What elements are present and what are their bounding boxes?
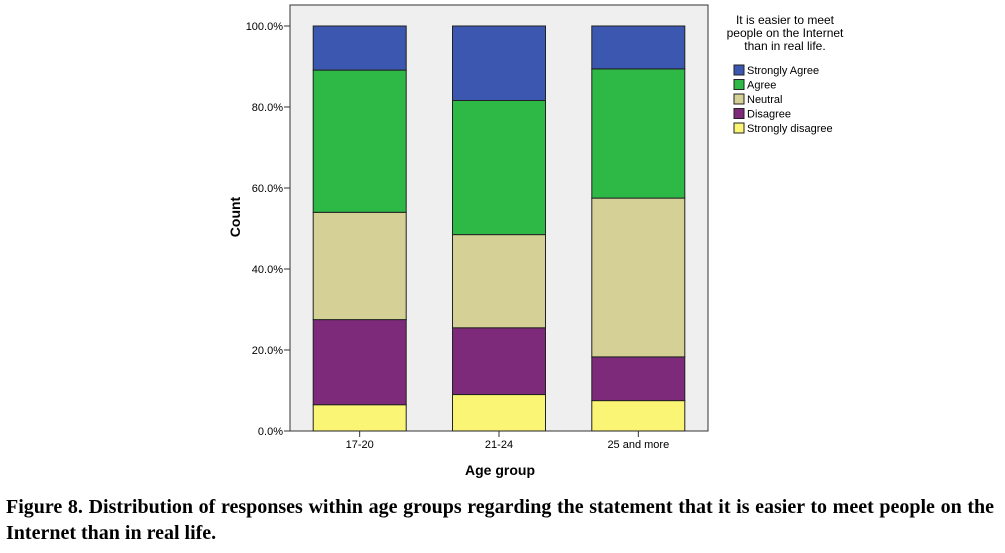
- bar-segment-agree-0: [312, 69, 407, 213]
- legend-swatch: [733, 64, 745, 76]
- x-tick-label: 21-24: [485, 439, 513, 451]
- legend-label: Disagree: [747, 109, 791, 121]
- y-axis: 0.0% 20.0% 40.0% 60.0% 80.0% 100.0%: [246, 21, 290, 438]
- x-tick-label: 25 and more: [607, 439, 669, 451]
- bar-segment-agree-2: [591, 68, 686, 199]
- legend-label: Strongly disagree: [747, 123, 833, 135]
- bar-segment-strongly-agree-2: [591, 25, 686, 70]
- y-tick-label: 100.0%: [246, 21, 284, 33]
- legend-label: Agree: [747, 80, 776, 92]
- bar-segment-agree-1: [452, 100, 546, 236]
- bar-segment-disagree-2: [591, 356, 686, 402]
- x-axis: 17-20 21-24 25 and more: [346, 431, 669, 451]
- legend-title: than in real life.: [744, 39, 825, 53]
- bar-segment-strongly-agree-0: [312, 25, 407, 71]
- y-tick-label: 0.0%: [258, 426, 283, 438]
- bar-segment-strongly-disagree-1: [452, 394, 546, 432]
- bar-segment-disagree-0: [312, 319, 407, 406]
- y-tick-label: 40.0%: [252, 264, 283, 276]
- bar-segment-disagree-1: [452, 327, 546, 396]
- bar-segment-strongly-disagree-2: [591, 400, 686, 432]
- y-tick-label: 60.0%: [252, 183, 283, 195]
- legend-swatch: [733, 122, 745, 134]
- figure-caption: Figure 8. Distribution of responses with…: [6, 496, 994, 544]
- y-tick-label: 80.0%: [252, 102, 283, 114]
- bar-segment-strongly-agree-1: [452, 25, 546, 101]
- bar-segment-neutral-2: [591, 197, 686, 358]
- bars-group: [312, 25, 686, 432]
- legend-swatch: [733, 108, 745, 119]
- legend-swatch: [733, 79, 745, 90]
- legend-label: Neutral: [747, 94, 782, 106]
- y-axis-title: Count: [227, 196, 243, 237]
- x-axis-title: Age group: [465, 462, 535, 478]
- x-tick-label: 17-20: [346, 439, 374, 451]
- bar-segment-neutral-1: [452, 234, 546, 329]
- legend-title: It is easier to meet: [736, 13, 835, 27]
- stacked-bar-chart: 0.0% 20.0% 40.0% 60.0% 80.0% 100.0% 17-20 21-2…: [227, 4, 844, 478]
- y-tick-label: 20.0%: [252, 345, 283, 357]
- legend-swatch: [733, 93, 745, 105]
- legend-title: people on the Internet: [727, 26, 844, 40]
- bar-segment-strongly-disagree-0: [312, 404, 407, 432]
- legend-label: Strongly Agree: [747, 65, 819, 77]
- bar-segment-neutral-0: [312, 211, 407, 321]
